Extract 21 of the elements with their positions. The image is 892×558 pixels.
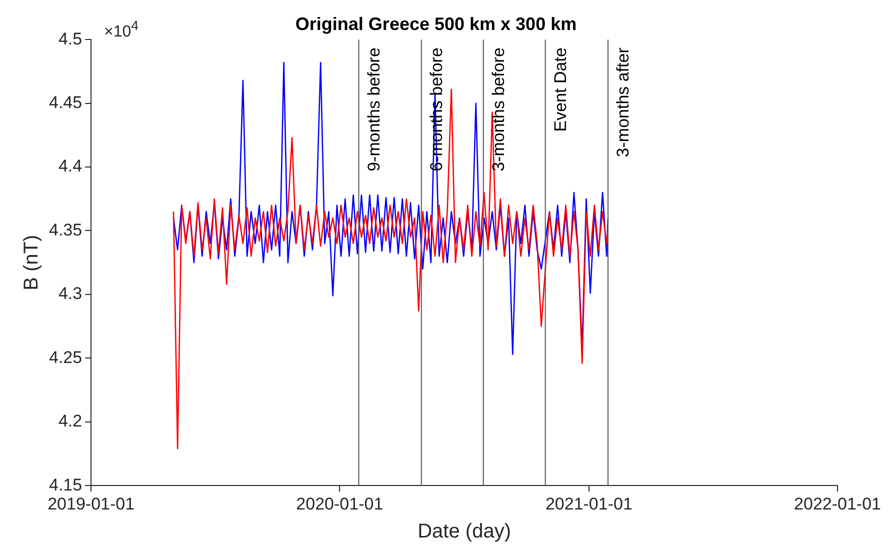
y-tick-label: 4.5 [58,29,82,48]
y-tick-label: 4.35 [48,220,82,240]
ref-line-label: Event Date [551,48,570,132]
y-tick-label: 4.3 [58,284,82,304]
x-tick-label: 2019-01-01 [48,494,135,514]
x-tick-label: 2022-01-01 [794,494,882,514]
y-tick-label: 4.25 [48,348,82,367]
y-tick-label: 4.45 [48,93,82,112]
ref-line-label: 3-months after [614,47,633,158]
y-tick-label: 4.15 [48,475,82,494]
ref-line-label: 3-months before [489,48,508,172]
x-axis-title: Date (day) [418,520,511,543]
y-tick-label: 4.2 [58,412,82,431]
y-axis-title: B (nT) [20,234,43,290]
ref-line-label: 9-months before [364,48,384,172]
x-tick-label: 2021-01-01 [545,494,632,514]
x-tick-label: 2020-01-01 [296,494,384,514]
y-tick-label: 4.4 [58,156,82,176]
ref-line-label: 6-months before [427,48,446,172]
chart-title: Original Greece 500 km x 300 km [295,14,577,34]
annotation: ×10$^{4}$ [104,18,139,42]
